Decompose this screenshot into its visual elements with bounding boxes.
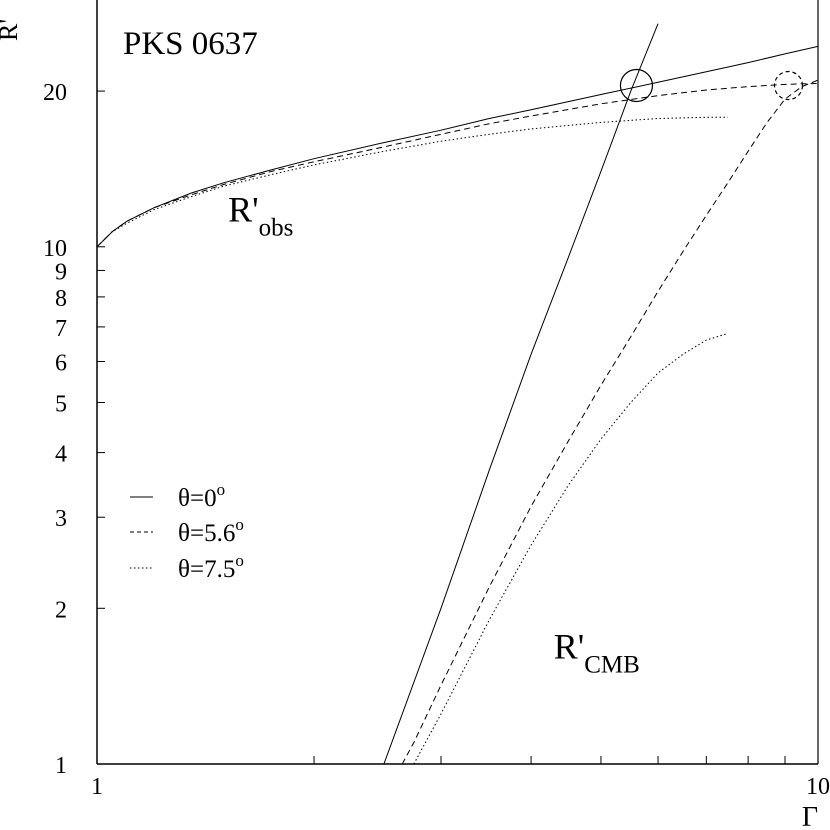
intersection-marker-solid (619, 68, 654, 103)
y-tick-label-5: 6 (55, 351, 67, 377)
annotation-cmb: R'CMB (554, 626, 640, 678)
curve-cmb-solid (383, 23, 659, 765)
chart-title: PKS 0637 (123, 26, 258, 62)
x-tick-label-0: 1 (91, 774, 103, 800)
legend-label-solid: θ=0o (178, 480, 225, 512)
y-tick-label-0: 1 (55, 753, 67, 779)
y-tick-label-2: 3 (55, 506, 67, 532)
y-tick-label-3: 4 (55, 442, 67, 468)
markers (619, 68, 804, 103)
y-tick-label-8: 9 (55, 259, 67, 285)
y-axis-label: R' (0, 19, 23, 41)
curves (96, 23, 819, 765)
annotation-obs: R'obs (228, 189, 293, 241)
legend: θ=0oθ=5.6o θ=7.5o (130, 480, 244, 583)
y-tick-label-9: 10 (43, 236, 67, 262)
y-tick-label-7: 8 (55, 286, 67, 312)
y-tick-label-4: 5 (55, 391, 67, 417)
y-tick-label-10: 20 (43, 80, 67, 106)
annotations: R'obs R'CMB (228, 189, 640, 678)
x-axis-label: Γ (802, 802, 818, 830)
curve-cmb-dashed (401, 79, 819, 765)
y-tick-label-1: 2 (55, 597, 67, 623)
curve-cmb-dotted (413, 332, 729, 765)
legend-label-dotted: θ=7.5o (178, 551, 244, 583)
intersection-marker-dashed (773, 70, 804, 101)
curve-obs-dashed (96, 82, 819, 248)
legend-label-dashed: θ=5.6o (178, 515, 244, 547)
x-tick-label-9: 10 (806, 774, 830, 800)
y-tick-label-6: 7 (55, 316, 67, 342)
plot-frame (96, 0, 819, 765)
curve-obs-solid (96, 45, 819, 248)
